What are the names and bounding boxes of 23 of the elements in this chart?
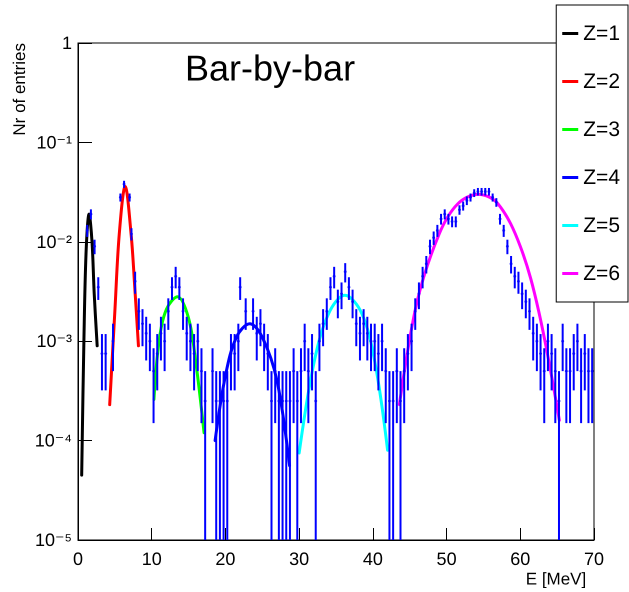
y-tick-label: 1 — [62, 33, 72, 53]
y-tick-label: 10⁻⁴ — [34, 430, 72, 451]
legend-label: Z=3 — [583, 118, 620, 141]
x-tick-label: 60 — [510, 549, 530, 569]
x-tick-label: 10 — [142, 549, 162, 569]
y-tick-label: 10⁻² — [36, 232, 72, 252]
x-tick-label: 50 — [436, 549, 457, 569]
x-tick-label: 20 — [215, 549, 236, 569]
x-axis-title: E [MeV] — [526, 570, 586, 588]
legend-label: Z=5 — [583, 214, 620, 237]
legend-label: Z=6 — [583, 262, 620, 285]
x-tick-label: 70 — [584, 549, 604, 569]
legend-label: Z=2 — [583, 70, 620, 93]
x-tick-label: 40 — [362, 549, 383, 569]
legend-label: Z=1 — [583, 22, 620, 45]
y-axis-title: Nr of entries — [10, 43, 29, 136]
y-tick-label: 10⁻¹ — [36, 132, 72, 152]
y-tick-label: 10⁻³ — [36, 331, 72, 352]
legend-label: Z=4 — [583, 166, 620, 189]
chart-title: Bar-by-bar — [185, 48, 356, 88]
y-tick-label: 10⁻⁵ — [35, 530, 72, 550]
x-tick-label: 30 — [289, 549, 310, 569]
x-tick-label: 0 — [72, 549, 84, 569]
